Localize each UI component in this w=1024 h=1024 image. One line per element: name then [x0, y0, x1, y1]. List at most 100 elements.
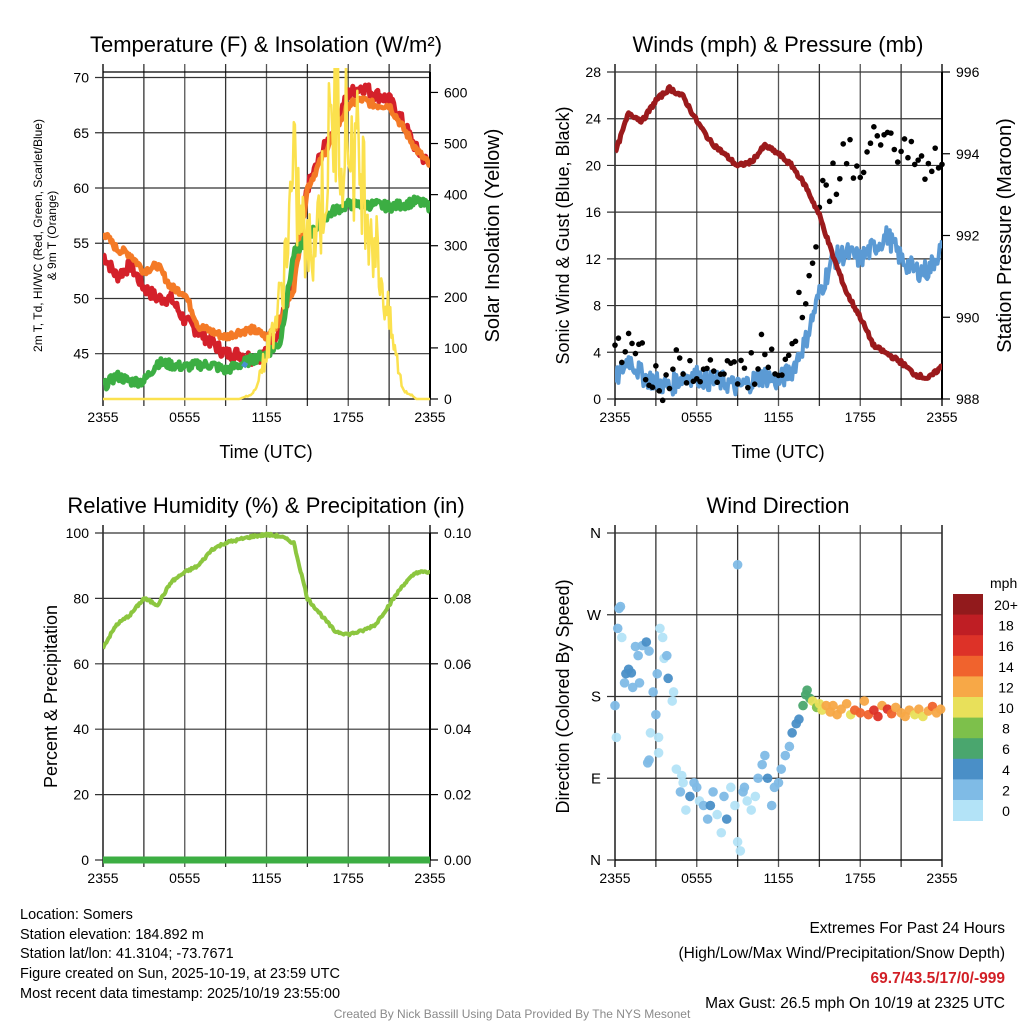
x-tick-label: 0555: [681, 870, 712, 886]
direction-point: [760, 750, 770, 761]
direction-point: [661, 650, 672, 661]
direction-point: [742, 796, 752, 806]
x-tick-label: 1155: [251, 409, 281, 425]
gust-point: [939, 161, 945, 168]
y-right-tick-label: 0.00: [444, 852, 471, 868]
direction-point: [762, 773, 773, 784]
gust-point: [867, 140, 874, 147]
legend-swatch: [953, 758, 983, 780]
gust-point: [874, 133, 881, 139]
x-tick-label: 2355: [414, 870, 445, 886]
direction-point: [739, 782, 750, 793]
y-right-tick-label: 400: [444, 187, 468, 203]
x-tick-label: 1755: [845, 409, 876, 425]
gust-point: [745, 384, 751, 391]
series-windchill: [241, 361, 249, 369]
gust-point: [748, 349, 755, 356]
humidity-title: Relative Humidity (%) & Precipitation (i…: [67, 493, 464, 518]
gust-point: [779, 372, 785, 378]
legend-swatch: [953, 676, 983, 698]
direction-point: [841, 698, 852, 709]
gust-point: [905, 154, 911, 161]
series-relative-humidity: [103, 531, 430, 650]
direction-point: [859, 696, 870, 706]
gust-point: [765, 364, 772, 371]
y-right-axis-title: Solar Insolation (Yellow): [482, 129, 504, 343]
legend-label: 16: [998, 638, 1014, 654]
y-right-tick-label: 0.06: [444, 656, 471, 672]
direction-point: [776, 764, 787, 774]
station-info: Location: Somers Station elevation: 184.…: [20, 906, 340, 1005]
y-right-tick-label: 100: [444, 340, 468, 356]
gust-point: [625, 330, 632, 337]
gust-point: [802, 301, 809, 307]
direction-point: [653, 732, 664, 743]
direction-point: [663, 673, 673, 684]
gust-point: [925, 160, 932, 167]
y-tick-label: 100: [66, 525, 90, 541]
x-tick-label: 0555: [169, 870, 200, 886]
gust-point: [915, 157, 921, 163]
y-right-tick-label: 988: [956, 391, 980, 407]
gust-point: [826, 198, 833, 205]
x-tick-label: 1155: [763, 409, 793, 425]
gust-point: [721, 371, 727, 377]
y-axis-title: Percent & Precipitation: [41, 605, 61, 788]
y-tick-label: N: [590, 525, 601, 542]
gust-point: [860, 169, 867, 176]
gust-point: [908, 138, 915, 145]
y-tick-label: 0: [81, 852, 89, 868]
gust-point: [680, 371, 686, 377]
gust-point: [928, 168, 935, 175]
gust-point: [833, 191, 840, 198]
gust-point: [857, 174, 864, 181]
series-station-pressure: [615, 84, 942, 381]
direction-point: [773, 777, 784, 788]
direction-point: [732, 559, 743, 570]
gust-point: [935, 165, 942, 171]
y-tick-label: 65: [73, 125, 89, 141]
x-tick-label: 0555: [681, 409, 712, 425]
gust-point: [704, 365, 710, 372]
direction-point: [705, 800, 716, 811]
gust-point: [871, 124, 877, 130]
gust-point: [656, 388, 663, 394]
direction-point: [721, 814, 732, 824]
direction-point: [644, 646, 654, 656]
gust-point: [639, 340, 646, 346]
gust-point: [731, 359, 738, 365]
y-tick-label: 12: [585, 251, 601, 267]
direction-point: [615, 601, 626, 612]
y-right-tick-label: 990: [956, 309, 980, 325]
x-axis-title: Time (UTC): [731, 442, 824, 462]
direction-point: [678, 777, 688, 788]
humidity-chart: Relative Humidity (%) & Precipitation (i…: [41, 493, 471, 886]
direction-point: [691, 782, 702, 793]
gust-point: [911, 161, 918, 168]
gust-point: [891, 146, 898, 153]
y-right-tick-label: 996: [956, 64, 980, 80]
y-tick-label: 60: [73, 656, 89, 672]
y-tick-label: E: [591, 770, 601, 787]
gust-point: [894, 159, 901, 165]
direction-point: [784, 741, 795, 752]
direction-point: [634, 678, 645, 688]
direction-point: [653, 748, 664, 758]
gust-point: [615, 335, 622, 341]
gust-points: [612, 124, 945, 404]
y-tick-label: 70: [73, 70, 89, 86]
direction-point: [935, 704, 946, 715]
legend-title: mph: [990, 575, 1017, 591]
direction-point: [828, 700, 838, 711]
gust-point: [837, 175, 843, 182]
legend-label: 2: [1002, 782, 1010, 798]
gust-point: [687, 357, 693, 364]
y-right-tick-label: 300: [444, 238, 468, 254]
direction-point: [753, 773, 763, 784]
gust-point: [629, 340, 635, 347]
gust-point: [854, 163, 860, 169]
gust-point: [932, 145, 938, 151]
direction-point: [726, 782, 736, 793]
gust-point: [785, 352, 792, 359]
y-tick-label: 28: [585, 64, 601, 80]
